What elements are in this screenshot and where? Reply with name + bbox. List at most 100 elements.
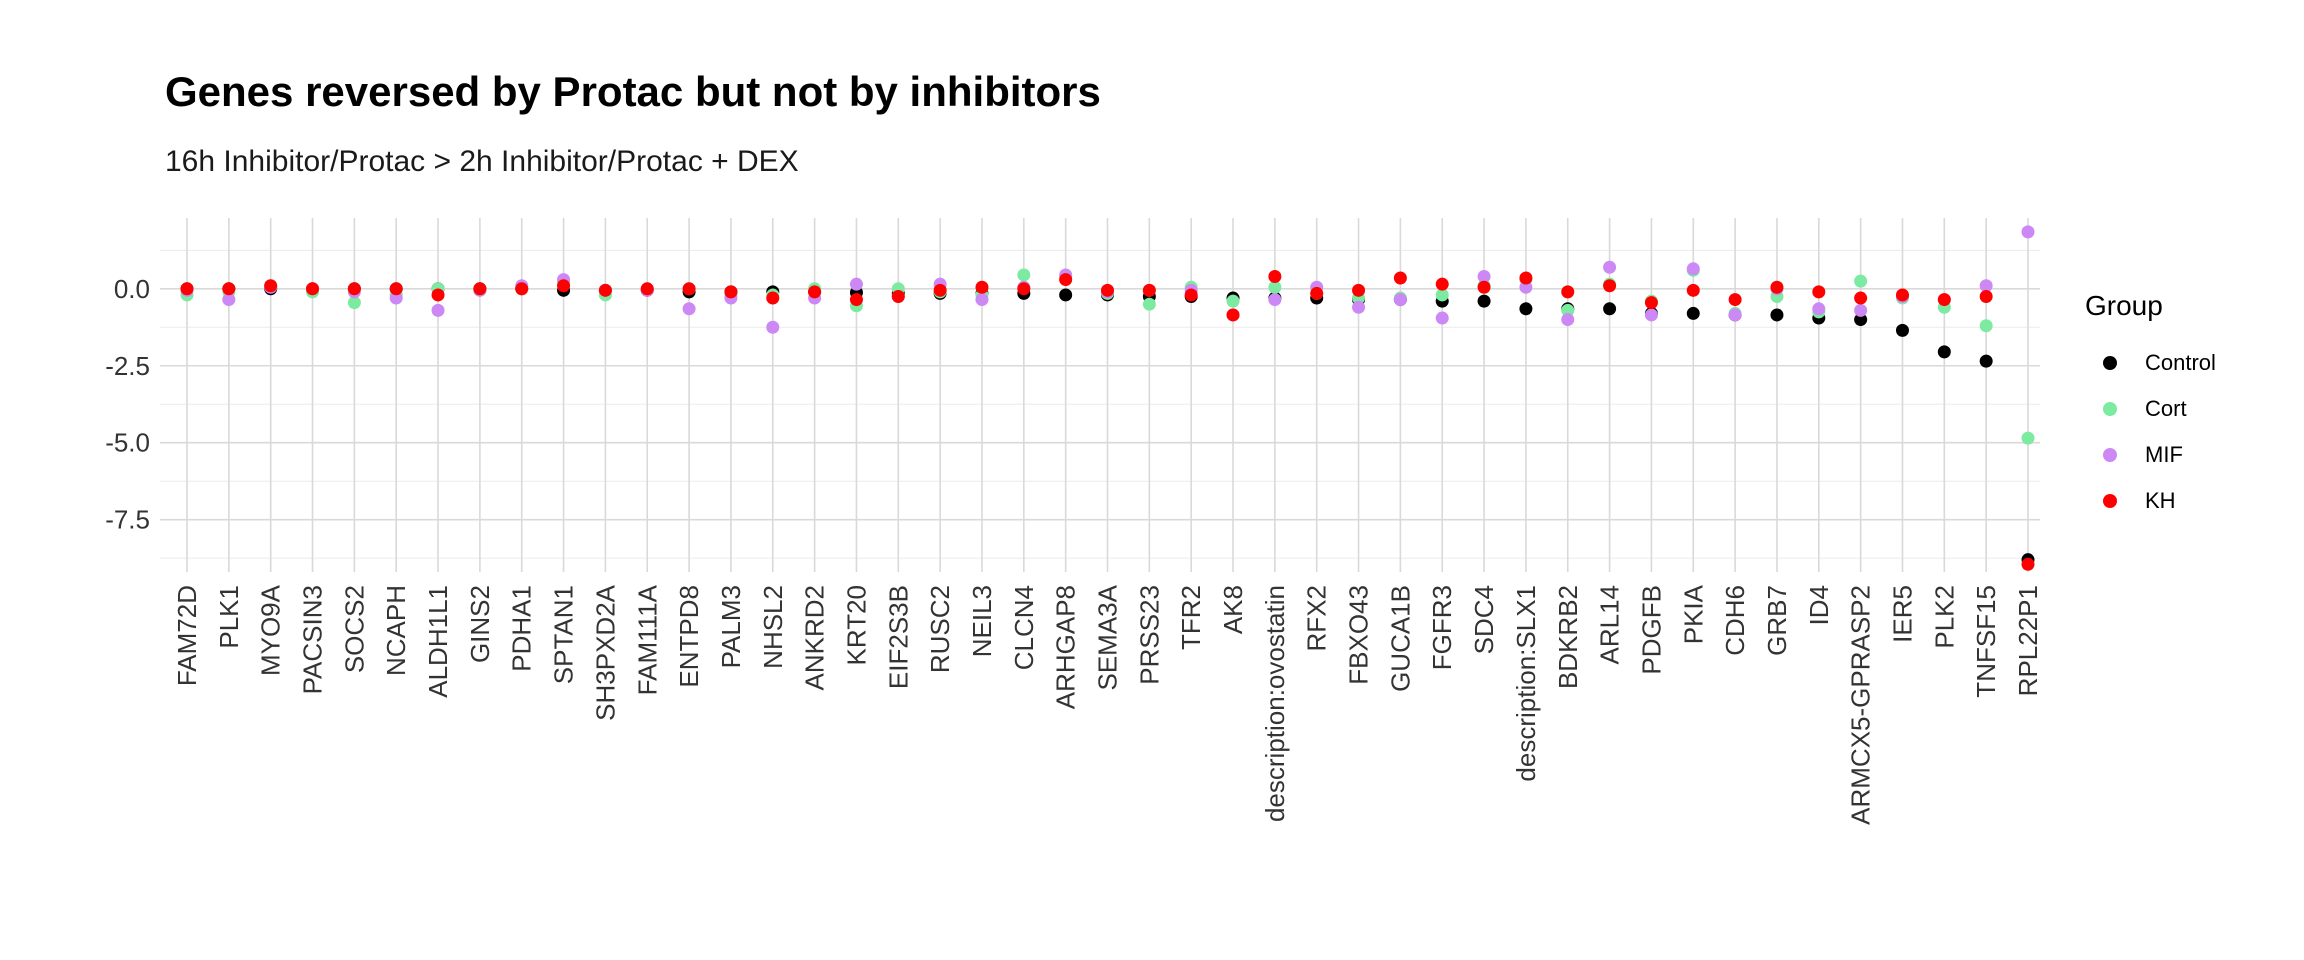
chart-subtitle: 16h Inhibitor/Protac > 2h Inhibitor/Prot… — [165, 145, 799, 178]
point-kh — [1477, 280, 1491, 294]
point-kh — [1728, 293, 1742, 307]
point-kh — [808, 285, 822, 299]
point-kh — [891, 289, 905, 303]
point-mif — [1561, 313, 1575, 327]
x-tick-label: CLCN4 — [1009, 585, 1039, 670]
point-kh — [2021, 557, 2035, 571]
x-tick-label: TNFSF15 — [1971, 585, 2001, 698]
x-tick-label: PALM3 — [716, 585, 746, 668]
point-cort — [1435, 288, 1449, 302]
point-kh — [264, 279, 278, 293]
x-tick-label: RPL22P1 — [2013, 585, 2043, 696]
x-tick-label: GRB7 — [1762, 585, 1792, 656]
point-control — [1686, 306, 1700, 320]
point-mif — [1644, 308, 1658, 322]
x-tick-label: FGFR3 — [1427, 585, 1457, 670]
point-mif — [1812, 302, 1826, 316]
point-kh — [1519, 271, 1533, 285]
point-mif — [1854, 303, 1868, 317]
x-tick-label: KRT20 — [841, 585, 871, 665]
point-control — [1937, 345, 1951, 359]
point-control — [1519, 302, 1533, 316]
x-tick-label: RUSC2 — [925, 585, 955, 673]
point-mif — [1352, 300, 1366, 314]
point-control — [1059, 288, 1073, 302]
x-tick-label: SDC4 — [1469, 585, 1499, 654]
point-kh — [1435, 277, 1449, 291]
point-cort — [1142, 297, 1156, 311]
point-control — [1854, 313, 1868, 327]
x-tick-label: EIF2S3B — [883, 585, 913, 689]
point-kh — [180, 282, 194, 296]
point-control — [1895, 323, 1909, 337]
point-kh — [1268, 269, 1282, 283]
point-kh — [1561, 285, 1575, 299]
grid-layer — [160, 218, 2040, 572]
x-tick-label: IER5 — [1887, 585, 1917, 643]
point-kh — [306, 282, 320, 296]
point-kh — [389, 282, 403, 296]
legend-title: Group — [2085, 290, 2163, 321]
x-tick-label: SEMA3A — [1093, 584, 1123, 690]
legend-swatch-kh — [2103, 494, 2117, 508]
point-kh — [682, 282, 696, 296]
legend-item-mif: MIF — [2085, 432, 2216, 478]
x-axis-ticks: FAM72D PLK1 MYO9A PACSIN3 SOCS2 NCAPH ALDH1L1 G… — [172, 584, 2043, 825]
point-kh — [598, 283, 612, 297]
x-tick-label: NCAPH — [381, 585, 411, 676]
point-mif — [849, 277, 863, 291]
point-kh — [222, 282, 236, 296]
point-control — [1477, 294, 1491, 308]
x-tick-label: MYO9A — [256, 584, 286, 676]
point-mif — [431, 303, 445, 317]
point-kh — [640, 282, 654, 296]
point-mif — [1477, 269, 1491, 283]
point-kh — [1895, 288, 1909, 302]
legend-swatch-cort — [2103, 402, 2117, 416]
legend: Group Control Cort MIF KH — [2085, 290, 2216, 524]
point-kh — [1184, 288, 1198, 302]
y-tick-label: -5.0 — [105, 428, 150, 458]
point-control — [1979, 354, 1993, 368]
x-tick-label: description:SLX1 — [1511, 585, 1541, 782]
point-kh — [557, 279, 571, 293]
x-tick-label: PACSIN3 — [298, 585, 328, 694]
point-kh — [1059, 273, 1073, 287]
point-cort — [1979, 319, 1993, 333]
point-cort — [1017, 268, 1031, 282]
x-tick-label: NEIL3 — [967, 585, 997, 657]
legend-swatch-mif — [2103, 448, 2117, 462]
point-cort — [347, 296, 361, 310]
data-points — [180, 225, 2035, 571]
y-tick-label: -7.5 — [105, 505, 150, 535]
x-tick-label: FAM111A — [632, 584, 662, 695]
x-tick-label: PLK1 — [214, 585, 244, 649]
x-tick-label: ARHGAP8 — [1051, 585, 1081, 709]
point-mif — [389, 291, 403, 305]
legend-label-control: Control — [2145, 350, 2216, 375]
point-kh — [1854, 291, 1868, 305]
x-tick-label: RFX2 — [1302, 585, 1332, 651]
x-tick-label: FBXO43 — [1344, 585, 1374, 685]
point-kh — [1101, 283, 1114, 297]
x-tick-label: GINS2 — [465, 585, 495, 663]
legend-item-control: Control — [2085, 340, 2216, 386]
point-kh — [347, 282, 361, 296]
point-kh — [1937, 293, 1951, 307]
x-tick-label: AK8 — [1218, 585, 1248, 634]
x-tick-label: PLK2 — [1929, 585, 1959, 649]
x-tick-label: PDGFB — [1636, 585, 1666, 675]
x-tick-label: SH3PXD2A — [590, 584, 620, 720]
point-kh — [1393, 271, 1407, 285]
chart-title: Genes reversed by Protac but not by inhi… — [165, 68, 1101, 115]
y-tick-label: 0.0 — [114, 274, 150, 304]
point-kh — [1979, 289, 1993, 303]
x-tick-label: GUCA1B — [1385, 585, 1415, 692]
x-tick-label: ARL14 — [1595, 585, 1625, 665]
point-kh — [1770, 280, 1784, 294]
point-mif — [2021, 225, 2035, 239]
x-tick-label: SOCS2 — [339, 585, 369, 673]
point-kh — [933, 283, 947, 297]
x-tick-label: BDKRB2 — [1553, 585, 1583, 689]
